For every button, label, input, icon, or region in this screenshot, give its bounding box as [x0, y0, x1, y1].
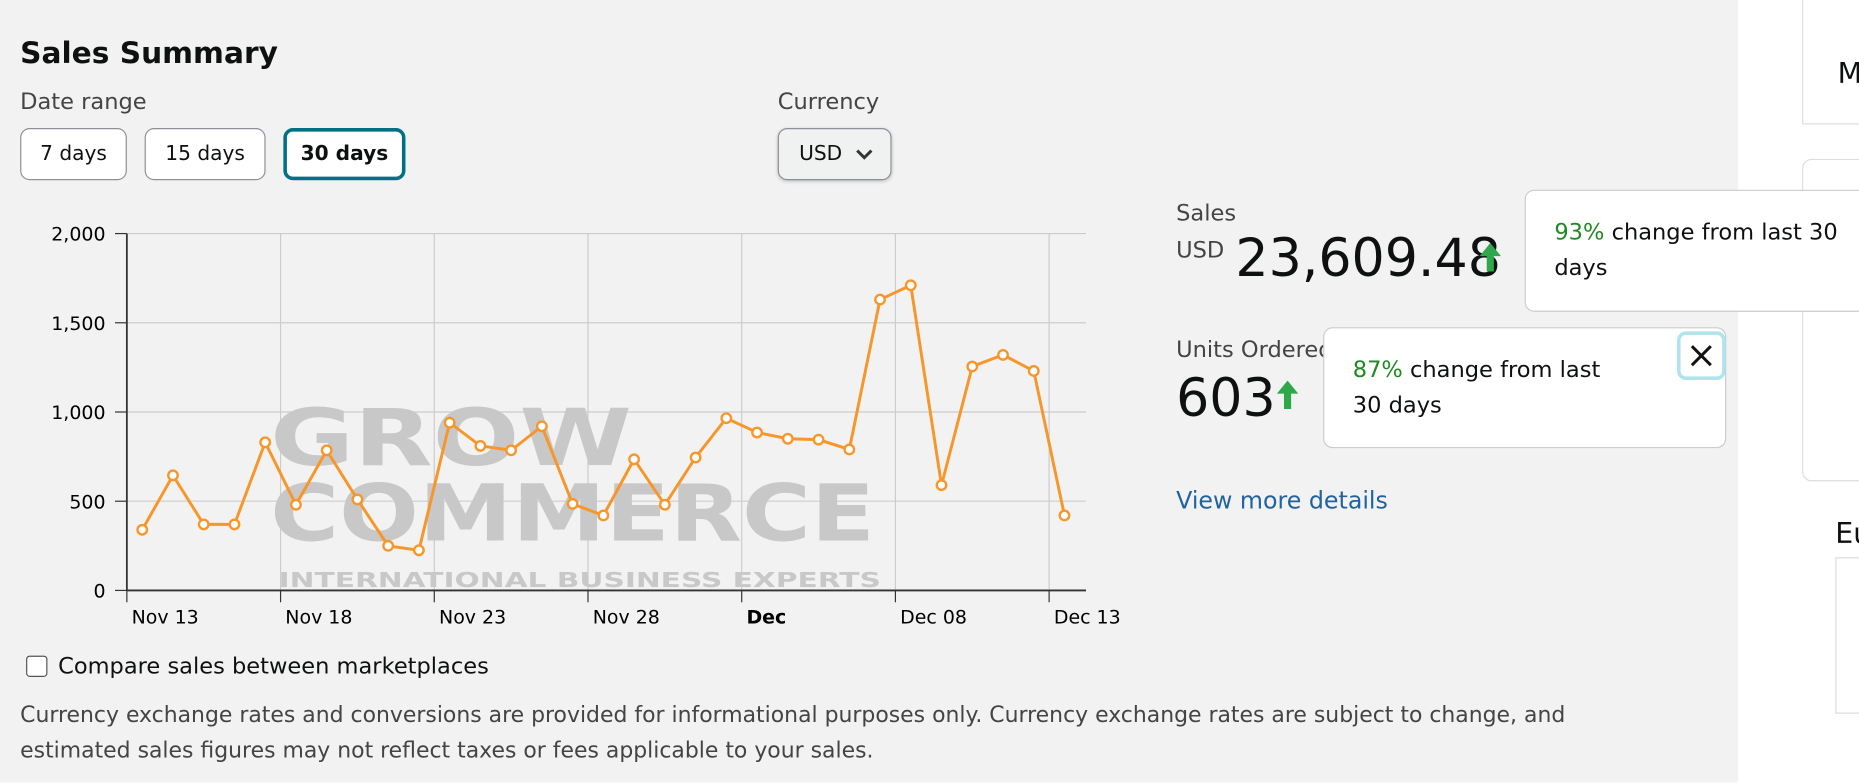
y-tick-label: 1,000	[51, 402, 105, 424]
y-tick-label: 500	[69, 491, 105, 513]
side-panel: M Eu	[1738, 0, 1859, 783]
label: Date range	[20, 88, 147, 116]
point	[351, 493, 364, 506]
x-tick-label: Nov 13	[132, 607, 199, 629]
point	[843, 443, 856, 456]
chart: GROW COMMERCE INTERNATIONAL BUSINESS EXP…	[51, 224, 1121, 629]
point	[320, 444, 333, 457]
point	[904, 279, 917, 292]
point	[228, 518, 241, 531]
watermark-text: COMMERCE	[270, 469, 875, 560]
point	[720, 412, 733, 425]
tooltip-text: change from last 30 days	[1554, 219, 1838, 281]
y-tick-label: 2,000	[51, 224, 105, 246]
x-tick-label: Dec	[746, 607, 786, 629]
point	[443, 416, 456, 429]
x-tick-label: Dec 08	[900, 607, 967, 629]
label: Currency	[777, 88, 880, 116]
up-arrow	[1276, 380, 1299, 410]
label: Sales	[1176, 200, 1237, 227]
side-card	[1802, 0, 1859, 125]
link[interactable]: View more details	[1176, 486, 1388, 515]
close-button[interactable]	[1676, 331, 1726, 381]
range-button[interactable]: 15 days	[144, 128, 266, 181]
point	[874, 293, 886, 306]
point	[412, 544, 425, 557]
x-tick-label: Dec 13	[1054, 607, 1121, 629]
point	[382, 539, 395, 552]
range-button[interactable]: 7 days	[20, 128, 127, 181]
point	[505, 444, 518, 457]
point	[751, 426, 763, 439]
point	[1058, 509, 1071, 522]
point	[966, 360, 979, 373]
watermark-text: GROW	[270, 393, 632, 484]
tooltip-text: change from last 30 days	[1352, 356, 1601, 419]
watermark-text: INTERNATIONAL BUSINESS EXPERTS	[279, 568, 881, 592]
point	[167, 469, 179, 482]
point	[997, 348, 1009, 361]
side-letter: M	[1838, 57, 1859, 90]
currency-select[interactable]: USD	[777, 128, 892, 181]
percent: 87%	[1352, 356, 1403, 383]
point	[290, 498, 302, 511]
y-tick-label: 1,500	[51, 313, 105, 335]
x-tick-label: Nov 18	[285, 607, 352, 629]
range-button-selected[interactable]: 30 days	[283, 128, 406, 181]
x-tick-label: Nov 28	[593, 607, 660, 629]
checkbox[interactable]	[26, 655, 48, 677]
sales-value: 23,609.48	[1235, 228, 1501, 290]
point	[597, 509, 610, 522]
point	[781, 432, 794, 445]
watermark: GROW COMMERCE INTERNATIONAL BUSINESS EXP…	[270, 393, 881, 592]
tooltip: 93% change from last 30 days	[1524, 189, 1859, 312]
point	[689, 451, 702, 464]
point	[812, 433, 825, 446]
checkbox-label[interactable]: Compare sales between marketplaces	[58, 653, 489, 680]
side-table	[1835, 557, 1859, 714]
label: Units Ordered	[1176, 336, 1333, 363]
point	[535, 420, 548, 433]
disclaimer: Currency exchange rates and conversions …	[20, 703, 1566, 764]
x-tick-label: Nov 23	[439, 607, 506, 629]
title: Sales Summary	[20, 35, 278, 70]
point	[197, 518, 210, 531]
point	[1027, 365, 1040, 377]
up-arrow	[1479, 243, 1501, 272]
percent: 93%	[1554, 219, 1605, 246]
point	[658, 498, 671, 511]
chevron	[856, 149, 873, 160]
point	[259, 436, 272, 449]
units-value: 603	[1176, 368, 1276, 430]
y-tick-label: 0	[93, 581, 105, 603]
side-card	[1802, 158, 1859, 482]
tooltip: 87% change from last 30 days	[1323, 327, 1727, 449]
point	[935, 479, 948, 492]
point	[628, 453, 641, 466]
currency-value: USD	[799, 142, 843, 166]
currency-code: USD	[1176, 237, 1225, 264]
side-letter: Eu	[1835, 516, 1859, 551]
point	[566, 497, 579, 510]
point	[136, 523, 149, 536]
point	[474, 439, 487, 452]
